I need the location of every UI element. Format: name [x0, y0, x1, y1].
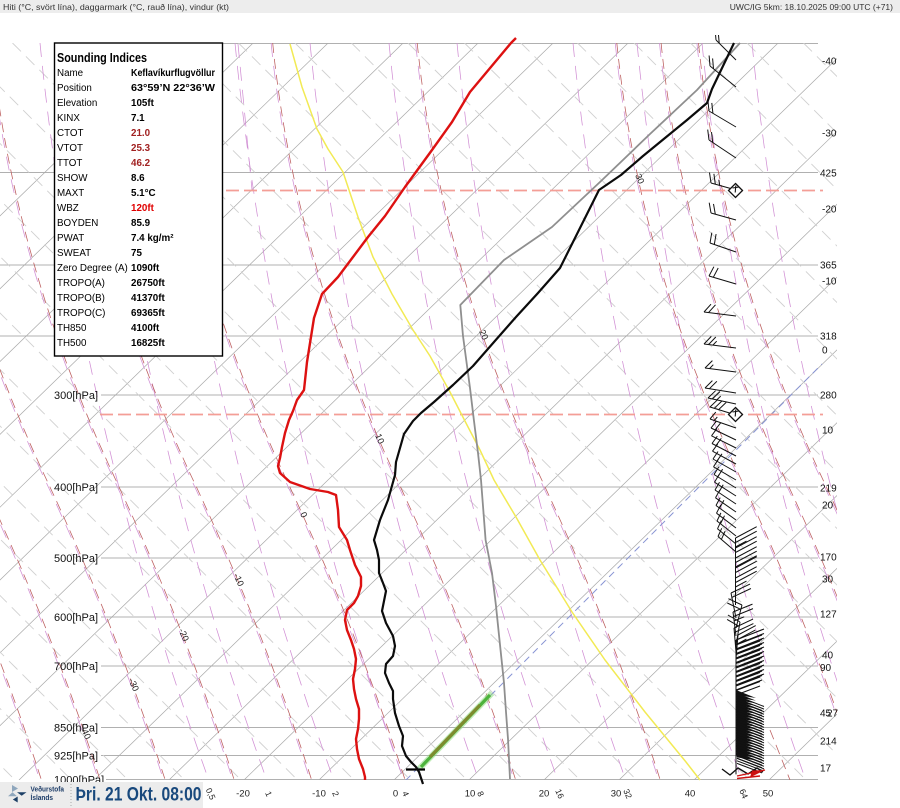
svg-text:-10: -10 — [232, 572, 246, 588]
svg-text:Elevation: Elevation — [57, 98, 97, 109]
svg-text:63°59’N 22°36’W: 63°59’N 22°36’W — [131, 83, 216, 94]
svg-text:TROPO(B): TROPO(B) — [57, 293, 105, 304]
svg-text:-40: -40 — [822, 57, 837, 68]
svg-text:120ft: 120ft — [131, 203, 155, 214]
svg-text:Veðurstofa: Veðurstofa — [31, 786, 65, 794]
svg-text:16: 16 — [553, 787, 566, 800]
svg-text:0: 0 — [393, 789, 398, 800]
svg-text:4: 4 — [400, 790, 411, 799]
svg-text:TROPO(C): TROPO(C) — [57, 308, 105, 319]
svg-text:26750ft: 26750ft — [131, 278, 166, 289]
svg-text:TH850: TH850 — [57, 323, 87, 334]
svg-text:20: 20 — [822, 501, 834, 512]
svg-text:-30: -30 — [127, 677, 141, 693]
svg-text:UWC/IG 5km: 18.10.2025 09:00 U: UWC/IG 5km: 18.10.2025 09:00 UTC (+71) — [730, 2, 893, 12]
svg-text:Hiti (°C, svört lína), daggarm: Hiti (°C, svört lína), daggarmark (°C, r… — [3, 2, 229, 12]
svg-text:Keflavíkurflugvöllur: Keflavíkurflugvöllur — [131, 68, 215, 79]
svg-text:7.4 kg/m²: 7.4 kg/m² — [131, 233, 174, 244]
svg-text:300[hPa]: 300[hPa] — [54, 390, 98, 402]
svg-text:32: 32 — [621, 787, 634, 800]
svg-text:-10: -10 — [822, 277, 837, 288]
svg-text:-20: -20 — [822, 205, 837, 216]
svg-text:280: 280 — [820, 391, 837, 402]
svg-text:69365ft: 69365ft — [131, 308, 166, 319]
svg-text:425: 425 — [820, 169, 837, 180]
svg-text:214: 214 — [820, 737, 837, 748]
svg-text:850[hPa]: 850[hPa] — [54, 723, 98, 735]
svg-text:16825ft: 16825ft — [131, 338, 166, 349]
svg-text:-40: -40 — [79, 725, 93, 741]
svg-text:1090ft: 1090ft — [131, 263, 160, 274]
svg-text:700[hPa]: 700[hPa] — [54, 661, 98, 673]
svg-text:30: 30 — [822, 575, 834, 586]
svg-text:10: 10 — [465, 789, 476, 800]
svg-text:TH500: TH500 — [57, 338, 87, 349]
svg-text:500[hPa]: 500[hPa] — [54, 553, 98, 565]
svg-text:4100ft: 4100ft — [131, 323, 160, 334]
svg-text:365: 365 — [820, 261, 837, 272]
svg-text:VTOT: VTOT — [57, 143, 83, 154]
svg-text:21.0: 21.0 — [131, 128, 151, 139]
svg-text:90: 90 — [820, 663, 832, 674]
svg-text:1: 1 — [263, 790, 274, 799]
svg-text:0: 0 — [298, 510, 309, 519]
svg-text:17: 17 — [820, 764, 832, 775]
svg-text:7.1: 7.1 — [131, 113, 145, 124]
svg-text:Name: Name — [57, 68, 84, 79]
svg-text:45: 45 — [820, 709, 832, 720]
svg-text:170: 170 — [820, 553, 837, 564]
svg-text:-10: -10 — [312, 789, 326, 800]
svg-text:CTOT: CTOT — [57, 128, 84, 139]
svg-text:5.1°C: 5.1°C — [131, 188, 156, 199]
svg-text:8: 8 — [475, 790, 486, 799]
svg-text:SWEAT: SWEAT — [57, 248, 91, 259]
svg-text:SHOW: SHOW — [57, 173, 88, 184]
svg-text:10: 10 — [373, 432, 386, 445]
svg-text:PWAT: PWAT — [57, 233, 84, 244]
svg-text:Position: Position — [57, 83, 92, 94]
svg-text:MAXT: MAXT — [57, 188, 84, 199]
svg-text:KINX: KINX — [57, 113, 80, 124]
svg-text:41370ft: 41370ft — [131, 293, 166, 304]
svg-text:318: 318 — [820, 332, 837, 343]
svg-text:20: 20 — [477, 328, 490, 341]
svg-text:25.3: 25.3 — [131, 143, 151, 154]
svg-text:Þri. 21 Okt. 08:00: Þri. 21 Okt. 08:00 — [76, 785, 202, 806]
svg-text:-20: -20 — [236, 789, 250, 800]
svg-text:Íslands: Íslands — [31, 793, 54, 802]
svg-text:TTOT: TTOT — [57, 158, 82, 169]
svg-text:30: 30 — [611, 789, 622, 800]
svg-text:Zero Degree (A): Zero Degree (A) — [57, 263, 128, 274]
svg-text:127: 127 — [820, 610, 837, 621]
svg-text:0: 0 — [822, 346, 828, 357]
svg-text:BOYDEN: BOYDEN — [57, 218, 98, 229]
svg-text:600[hPa]: 600[hPa] — [54, 612, 98, 624]
svg-text:10: 10 — [822, 426, 834, 437]
svg-text:105ft: 105ft — [131, 98, 155, 109]
svg-text:WBZ: WBZ — [57, 203, 79, 214]
svg-text:400[hPa]: 400[hPa] — [54, 482, 98, 494]
svg-text:27: 27 — [827, 709, 839, 720]
svg-text:50: 50 — [763, 789, 774, 800]
svg-text:46.2: 46.2 — [131, 158, 151, 169]
svg-text:30: 30 — [633, 172, 646, 185]
svg-text:8.6: 8.6 — [131, 173, 145, 184]
svg-text:64: 64 — [737, 787, 750, 800]
svg-text:925[hPa]: 925[hPa] — [54, 751, 98, 763]
svg-text:-20: -20 — [177, 627, 191, 643]
svg-text:40: 40 — [685, 789, 696, 800]
svg-text:-30: -30 — [822, 129, 837, 140]
svg-text:219: 219 — [820, 484, 837, 495]
svg-text:0,5: 0,5 — [204, 786, 218, 801]
svg-text:TROPO(A): TROPO(A) — [57, 278, 105, 289]
svg-text:85.9: 85.9 — [131, 218, 151, 229]
svg-text:20: 20 — [539, 789, 550, 800]
svg-text:Sounding Indices: Sounding Indices — [57, 51, 147, 65]
svg-text:2: 2 — [330, 790, 341, 799]
svg-text:75: 75 — [131, 248, 142, 259]
svg-text:40: 40 — [822, 651, 834, 662]
